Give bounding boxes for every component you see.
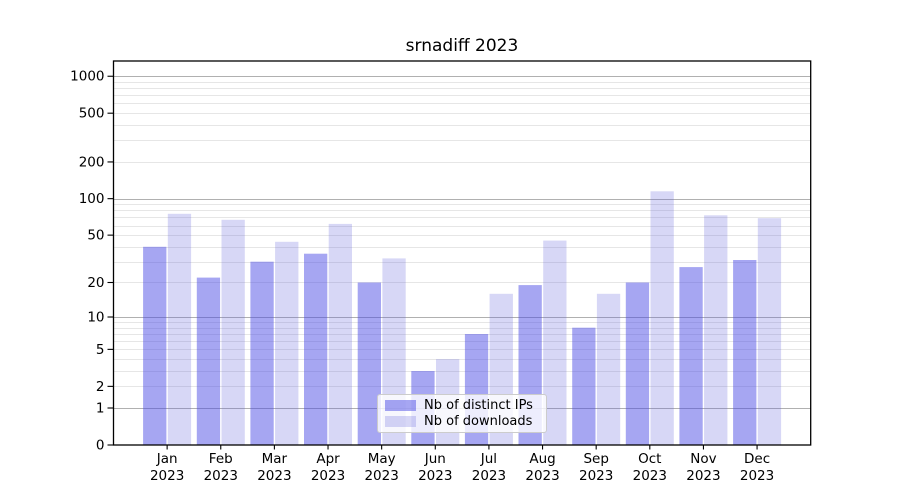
- svg-text:2023: 2023: [364, 468, 398, 484]
- svg-text:1000: 1000: [70, 69, 104, 85]
- svg-text:50: 50: [87, 228, 104, 244]
- svg-text:Aug: Aug: [529, 451, 555, 467]
- svg-text:2023: 2023: [740, 468, 774, 484]
- svg-text:10: 10: [87, 310, 104, 326]
- bar-nov-nb-of-downloads: [704, 215, 728, 445]
- bar-nov-nb-of-distinct-ips: [679, 267, 703, 445]
- bar-aug-nb-of-downloads: [543, 240, 567, 445]
- svg-text:Jul: Jul: [480, 451, 497, 467]
- x-axis-tick-labels: Jan2023Feb2023Mar2023Apr2023May2023Jun20…: [150, 445, 774, 484]
- svg-text:2023: 2023: [257, 468, 291, 484]
- bar-feb-nb-of-distinct-ips: [196, 277, 221, 445]
- legend-item-distinct-ips: Nb of distinct IPs: [385, 398, 539, 413]
- bar-oct-nb-of-downloads: [650, 191, 674, 445]
- plot-frame: [112, 60, 812, 446]
- bar-jan-nb-of-distinct-ips: [143, 246, 167, 445]
- legend-label-downloads: Nb of downloads: [424, 414, 533, 429]
- bar-jan-nb-of-downloads: [167, 213, 192, 445]
- bar-feb-nb-of-downloads: [221, 219, 245, 445]
- svg-text:Apr: Apr: [316, 451, 340, 467]
- svg-text:0: 0: [96, 438, 105, 454]
- bar-dec-nb-of-distinct-ips: [733, 260, 757, 445]
- svg-text:2023: 2023: [311, 468, 345, 484]
- legend: Nb of distinct IPs Nb of downloads: [377, 394, 547, 433]
- svg-text:500: 500: [79, 106, 105, 122]
- legend-item-downloads: Nb of downloads: [385, 414, 539, 429]
- svg-text:100: 100: [79, 191, 105, 207]
- svg-text:5: 5: [96, 342, 105, 358]
- bar-mar-nb-of-distinct-ips: [250, 261, 274, 445]
- svg-text:Jun: Jun: [424, 451, 446, 467]
- bar-apr-nb-of-distinct-ips: [304, 253, 328, 445]
- svg-text:Feb: Feb: [209, 451, 233, 467]
- svg-text:Dec: Dec: [744, 451, 770, 467]
- svg-text:2023: 2023: [525, 468, 559, 484]
- svg-text:Oct: Oct: [638, 451, 661, 467]
- legend-label-distinct-ips: Nb of distinct IPs: [424, 398, 533, 413]
- svg-text:2023: 2023: [633, 468, 667, 484]
- svg-text:2: 2: [96, 379, 105, 395]
- bar-oct-nb-of-distinct-ips: [625, 282, 650, 445]
- minor-gridlines: [113, 82, 811, 387]
- svg-text:May: May: [368, 451, 396, 467]
- svg-text:20: 20: [87, 275, 104, 291]
- svg-text:2023: 2023: [472, 468, 506, 484]
- svg-text:2023: 2023: [418, 468, 452, 484]
- svg-text:2023: 2023: [686, 468, 720, 484]
- legend-swatch-distinct-ips: [385, 400, 416, 411]
- legend-swatch-downloads: [385, 416, 416, 427]
- chart-title: srnadiff 2023: [405, 36, 519, 56]
- y-axis-tick-labels: 0 1 2 5 10 20 50 100 200 500 1000: [70, 69, 114, 454]
- svg-text:2023: 2023: [204, 468, 238, 484]
- svg-text:2023: 2023: [150, 468, 184, 484]
- svg-text:1: 1: [96, 401, 105, 417]
- svg-text:2023: 2023: [579, 468, 613, 484]
- bar-sep-nb-of-downloads: [596, 293, 621, 445]
- svg-text:200: 200: [79, 154, 105, 170]
- svg-text:Jan: Jan: [156, 451, 178, 467]
- bar-may-nb-of-distinct-ips: [357, 282, 381, 445]
- bar-dec-nb-of-downloads: [757, 218, 782, 445]
- svg-text:Sep: Sep: [583, 451, 608, 467]
- bar-mar-nb-of-downloads: [275, 241, 299, 445]
- bar-apr-nb-of-downloads: [328, 223, 352, 445]
- bar-sep-nb-of-distinct-ips: [572, 327, 596, 445]
- svg-text:Nov: Nov: [690, 451, 716, 467]
- svg-text:Mar: Mar: [262, 451, 288, 467]
